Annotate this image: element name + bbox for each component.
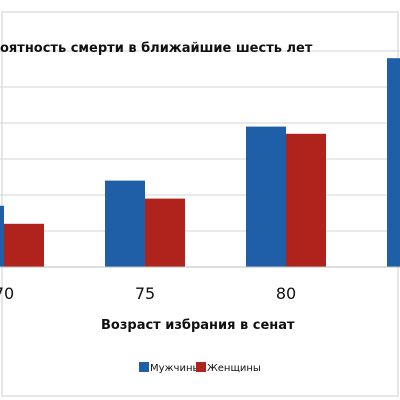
bars [0, 58, 400, 268]
chart-title: оятность смерти в ближайшие шесть лет [0, 41, 313, 56]
bar-women-75 [145, 198, 185, 267]
bar-men-85 [387, 58, 400, 268]
bar-men-75 [105, 180, 145, 267]
x-axis-title: Возраст избрания в сенат [101, 318, 295, 333]
x-tick-label: 80 [276, 284, 296, 303]
legend-label-men: Мужчины [150, 363, 200, 374]
x-tick-labels: 70 75 80 [0, 284, 296, 303]
chart-border [1, 11, 399, 397]
bar-women-70 [4, 223, 44, 267]
x-tick-label: 70 [0, 284, 14, 303]
legend-swatch-women [196, 362, 206, 372]
legend: Мужчины Женщины [139, 362, 261, 374]
bar-women-80 [286, 133, 326, 267]
bar-men-70 [0, 205, 4, 267]
grid-lines [0, 50, 400, 232]
bar-men-80 [246, 126, 286, 267]
legend-swatch-men [139, 362, 149, 372]
legend-label-women: Женщины [207, 363, 261, 374]
x-tick-label: 75 [135, 284, 155, 303]
